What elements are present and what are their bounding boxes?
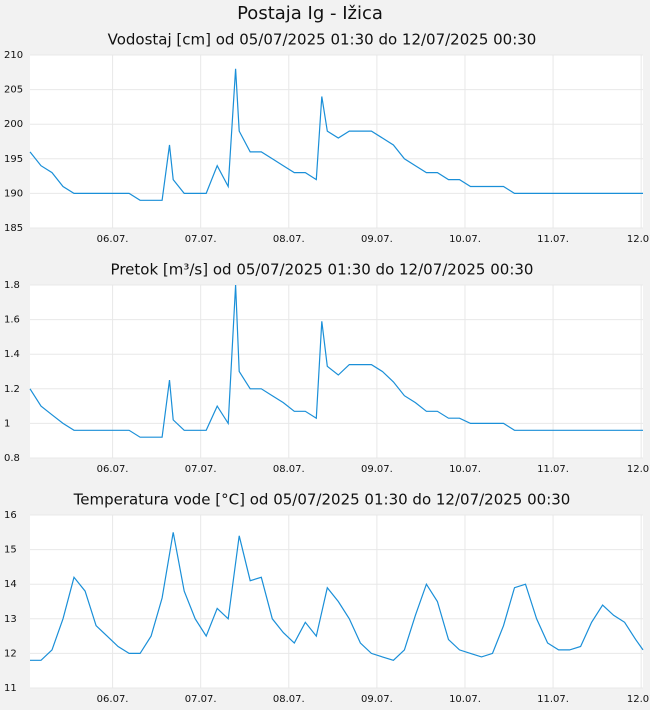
x-tick-label: 11.07.: [537, 234, 569, 245]
plot-area: [30, 515, 643, 688]
chart-title: Temperatura vode [°C] od 05/07/2025 01:3…: [73, 491, 571, 509]
x-tick-label: 06.07.: [97, 234, 129, 245]
y-tick-label: 1: [4, 418, 10, 429]
x-tick-label: 09.07.: [361, 694, 393, 705]
y-tick-label: 1.6: [4, 315, 20, 326]
x-tick-label: 08.07.: [273, 464, 305, 475]
chart-title: Vodostaj [cm] od 05/07/2025 01:30 do 12/…: [108, 31, 537, 49]
y-tick-label: 16: [4, 510, 17, 521]
y-tick-label: 15: [4, 545, 17, 556]
y-tick-label: 205: [4, 85, 23, 96]
y-tick-label: 14: [4, 579, 17, 590]
chart-title: Pretok [m³/s] od 05/07/2025 01:30 do 12/…: [111, 261, 534, 279]
x-tick-label: 08.07.: [273, 234, 305, 245]
y-tick-label: 0.8: [4, 453, 20, 464]
x-tick-label: 09.07.: [361, 464, 393, 475]
data-line: [29, 284, 643, 438]
x-tick-label: 09.07.: [361, 234, 393, 245]
x-tick-label: 07.07.: [185, 234, 217, 245]
y-tick-label: 1.2: [4, 384, 20, 395]
y-tick-label: 200: [4, 119, 23, 130]
y-tick-label: 210: [4, 50, 23, 61]
y-tick-label: 12: [4, 648, 17, 659]
y-tick-label: 11: [4, 683, 17, 694]
plot-area: [30, 285, 643, 458]
x-tick-label: 06.07.: [97, 694, 129, 705]
x-tick-label: 12.07: [627, 464, 650, 475]
x-tick-label: 11.07.: [537, 464, 569, 475]
data-line: [30, 532, 644, 661]
x-tick-label: 08.07.: [273, 694, 305, 705]
y-tick-label: 1.4: [4, 349, 20, 360]
y-tick-label: 190: [4, 188, 23, 199]
x-tick-label: 10.07.: [449, 464, 481, 475]
y-tick-label: 195: [4, 154, 23, 165]
y-tick-label: 185: [4, 223, 23, 234]
x-tick-label: 06.07.: [97, 464, 129, 475]
x-tick-label: 10.07.: [449, 234, 481, 245]
x-tick-label: 07.07.: [185, 694, 217, 705]
x-tick-label: 11.07.: [537, 694, 569, 705]
data-line: [29, 68, 643, 201]
x-tick-label: 10.07.: [449, 694, 481, 705]
x-tick-label: 07.07.: [185, 464, 217, 475]
y-tick-label: 1.8: [4, 280, 20, 291]
x-tick-label: 12.07: [627, 694, 650, 705]
page-title: Postaja Ig - Ižica: [237, 3, 383, 24]
x-tick-label: 12.07: [627, 234, 650, 245]
y-tick-label: 13: [4, 614, 17, 625]
plot-area: [30, 55, 643, 228]
